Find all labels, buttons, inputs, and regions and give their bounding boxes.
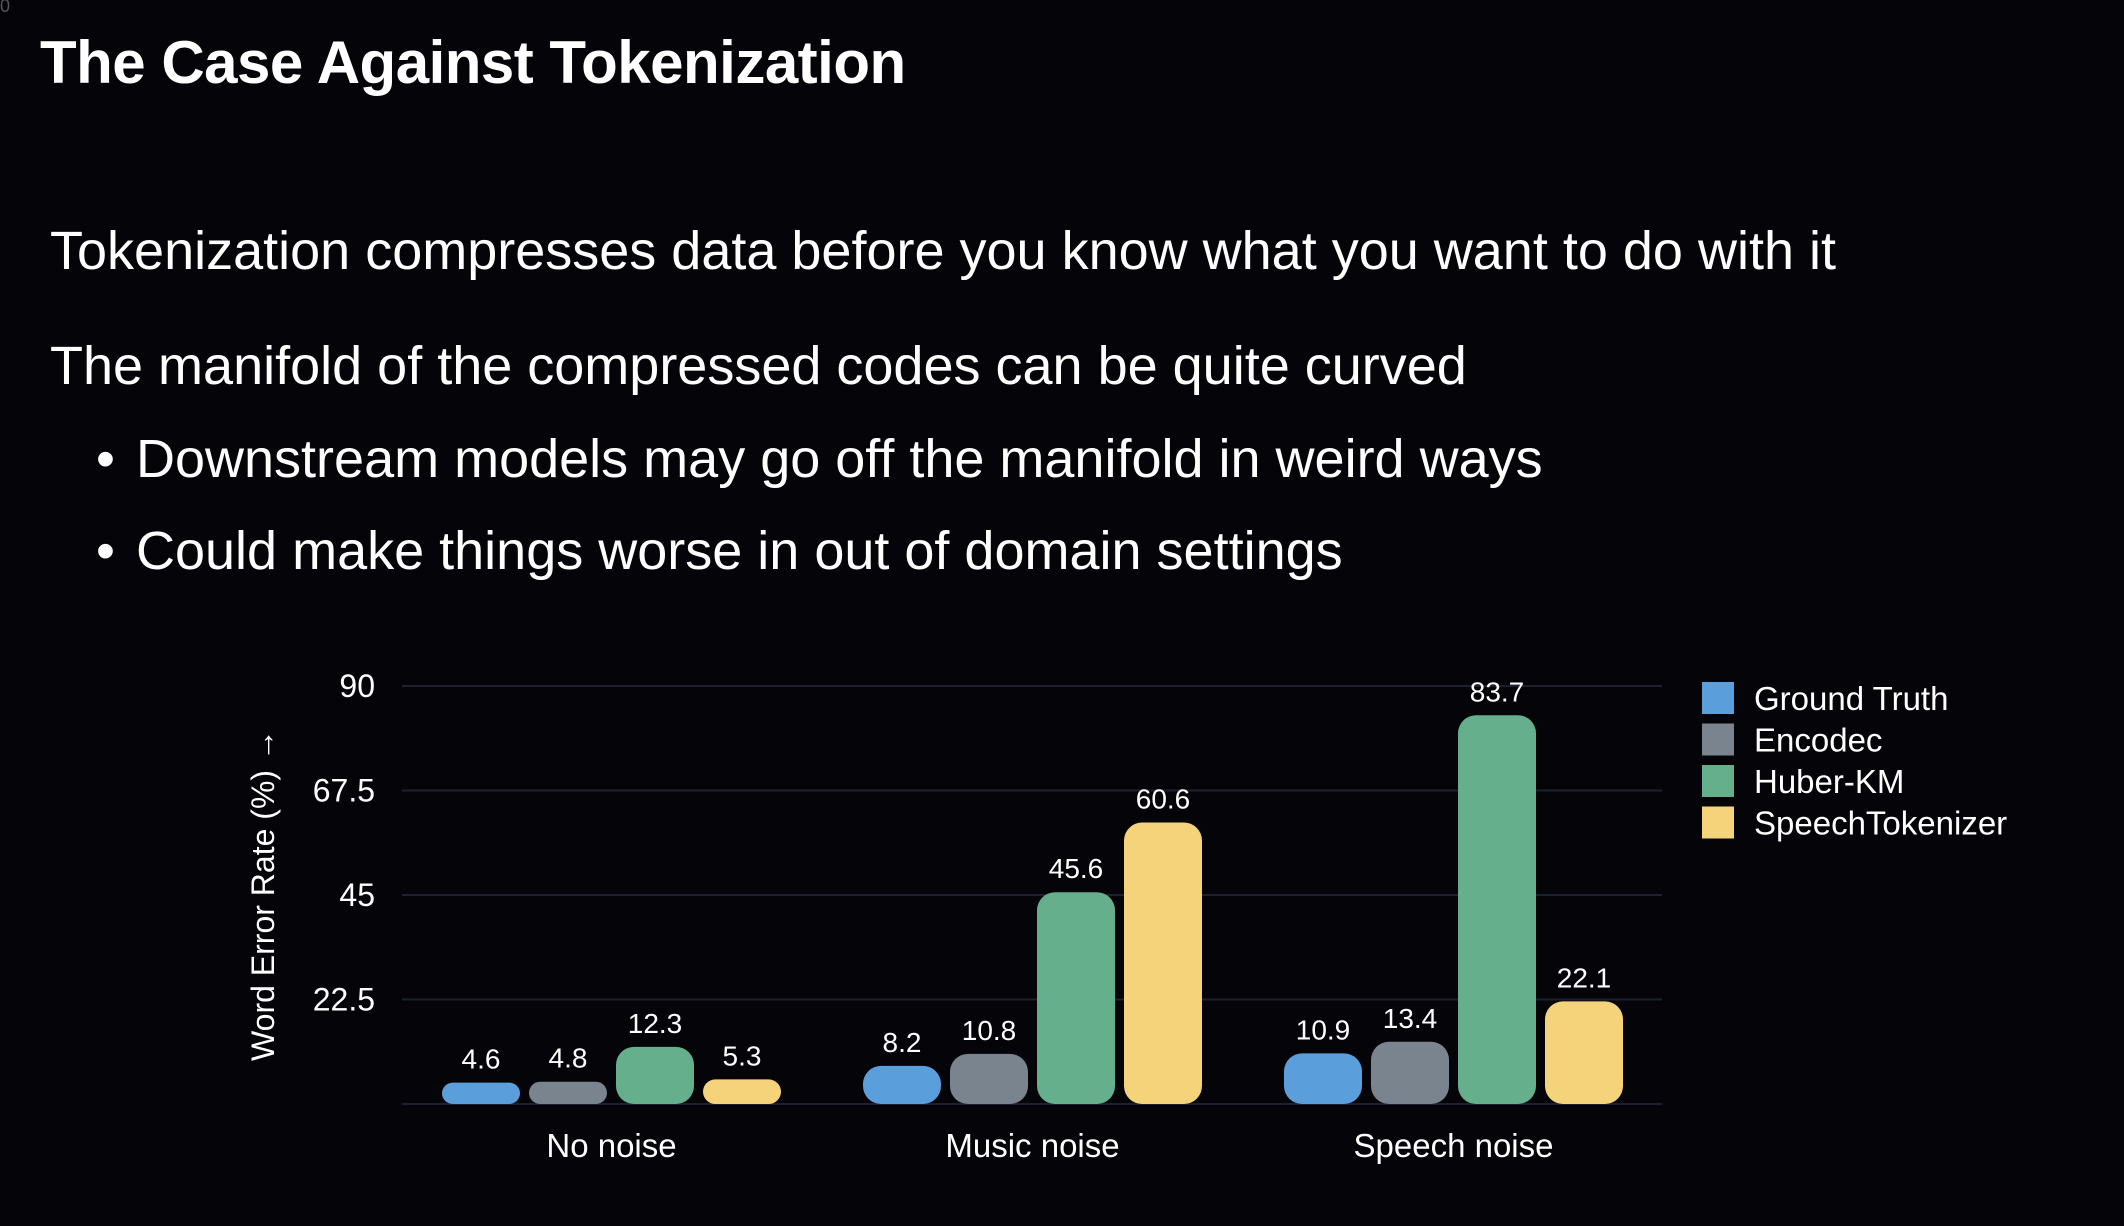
corner-mark: 0 (0, 0, 11, 16)
bar-ground-truth (863, 1065, 941, 1104)
point-2: The manifold of the compressed codes can… (50, 336, 1467, 396)
bar-speechtokenizer (1545, 1001, 1623, 1104)
point-1: Tokenization compresses data before you … (50, 221, 1836, 281)
sub-point-2: Could make things worse in out of domain… (136, 521, 1343, 581)
bar-huber-km (1037, 892, 1115, 1104)
bullet-icon: • (96, 429, 115, 489)
bar-value-label: 45.6 (1049, 853, 1104, 884)
category-label: Music noise (945, 1127, 1119, 1164)
y-tick-label: 45 (339, 877, 375, 913)
bar-huber-km (616, 1046, 694, 1104)
bar-value-label: 4.8 (549, 1043, 588, 1074)
bar-speechtokenizer (1124, 822, 1202, 1104)
bar-encodec (1371, 1041, 1449, 1104)
bar-huber-km (1458, 715, 1536, 1104)
bar-ground-truth (442, 1082, 520, 1104)
legend-swatch (1702, 723, 1734, 756)
category-label: No noise (546, 1127, 676, 1164)
bar-value-label: 8.2 (883, 1027, 922, 1058)
legend-label: SpeechTokenizer (1754, 805, 2007, 842)
legend-swatch (1702, 682, 1734, 714)
legend-label: Huber-KM (1754, 763, 1904, 800)
legend-swatch (1702, 806, 1734, 839)
bar-ground-truth (1284, 1053, 1362, 1104)
bar-value-label: 22.1 (1557, 962, 1612, 993)
bar-value-label: 83.7 (1470, 676, 1525, 707)
slide-title: The Case Against Tokenization (40, 29, 906, 96)
bar-speechtokenizer (703, 1079, 781, 1104)
bar-value-label: 13.4 (1383, 1003, 1438, 1034)
bar-value-label: 5.3 (723, 1040, 762, 1071)
bar-value-label: 10.8 (962, 1015, 1017, 1046)
y-tick-label: 90 (339, 668, 375, 704)
bar-value-label: 60.6 (1136, 784, 1191, 815)
legend-label: Ground Truth (1754, 680, 1948, 717)
bullet-icon: • (96, 521, 115, 581)
y-tick-label: 22.5 (313, 982, 375, 1018)
bar-value-label: 10.9 (1296, 1014, 1351, 1045)
bar-encodec (529, 1081, 607, 1104)
y-tick-label: 67.5 (313, 773, 375, 809)
bar-value-label: 4.6 (462, 1044, 501, 1075)
y-axis-title: Word Error Rate (%) → (245, 729, 281, 1061)
bar-encodec (950, 1053, 1028, 1104)
category-label: Speech noise (1354, 1127, 1554, 1164)
sub-point-1: Downstream models may go off the manifol… (136, 429, 1543, 489)
legend-label: Encodec (1754, 722, 1882, 759)
legend-swatch (1702, 765, 1734, 797)
bar-value-label: 12.3 (628, 1008, 683, 1039)
